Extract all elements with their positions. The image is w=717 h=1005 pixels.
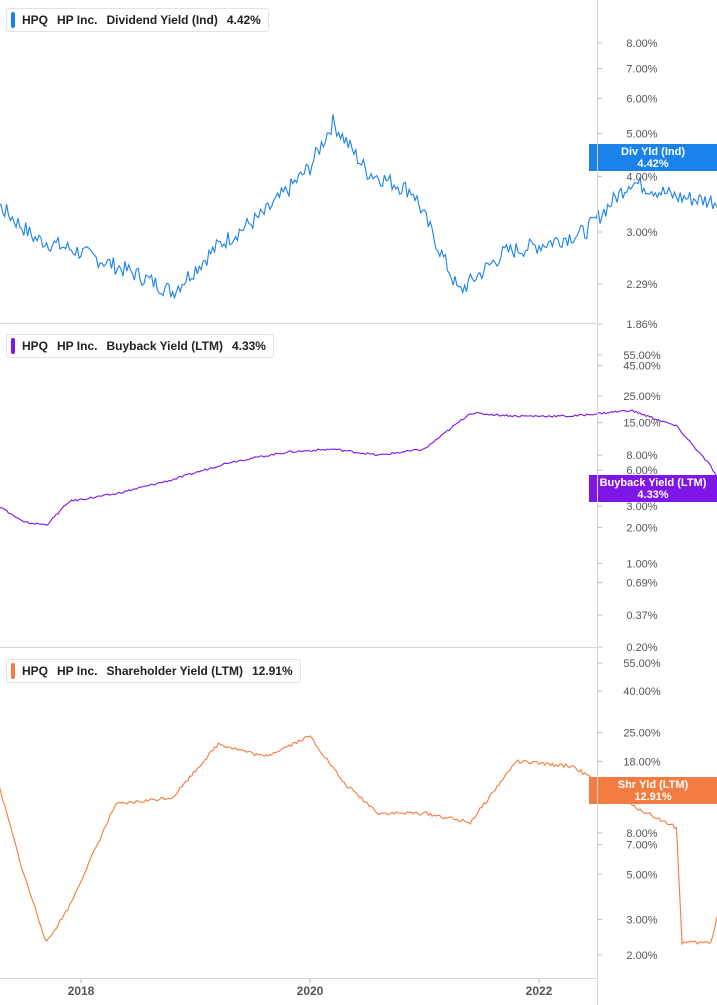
y-tick-label: 3.00%: [626, 501, 657, 513]
y-tick-label: 25.00%: [623, 391, 661, 403]
y-tick-label: 4.00%: [626, 172, 657, 184]
y-tick-label: 7.00%: [626, 840, 657, 852]
y-tick-label: 5.00%: [626, 869, 657, 881]
badge-value: 12.91%: [634, 791, 672, 803]
legend-ticker: HPQ: [22, 339, 49, 353]
y-tick-label: 15.00%: [623, 418, 661, 430]
y-tick-label: 2.00%: [626, 522, 657, 534]
y-tick-label: 5.00%: [626, 129, 657, 141]
badge-label: Buyback Yield (LTM): [600, 477, 707, 489]
y-tick-label: 6.00%: [626, 93, 657, 105]
y-tick-label: 8.00%: [626, 38, 657, 50]
y-tick-label: 1.86%: [626, 319, 657, 331]
legend-metric: Dividend Yield (Ind): [106, 13, 218, 27]
value-badge: [589, 777, 717, 804]
legend-company: HP Inc.: [57, 13, 98, 27]
legend-value: 4.33%: [231, 339, 266, 353]
x-tick-label: 2018: [68, 984, 95, 998]
badge-label: Shr Yld (LTM): [618, 779, 689, 791]
y-tick-label: 0.20%: [626, 642, 657, 654]
y-tick-label: 7.00%: [626, 64, 657, 76]
legend-company: HP Inc.: [57, 339, 98, 353]
legend-company: HP Inc.: [57, 664, 98, 678]
y-tick-label: 3.00%: [626, 914, 657, 926]
y-tick-label: 3.00%: [626, 227, 657, 239]
y-tick-label: 0.69%: [626, 578, 657, 590]
y-tick-label: 25.00%: [623, 727, 661, 739]
legend-ticker: HPQ: [22, 664, 49, 678]
legend-shareholder: HPQ HP Inc. Shareholder Yield (LTM) 12.9…: [6, 659, 301, 683]
value-badge: [589, 144, 717, 171]
y-tick-label: 55.00%: [623, 350, 661, 362]
y-tick-label: 1.00%: [626, 558, 657, 570]
y-tick-label: 8.00%: [626, 828, 657, 840]
legend-swatch: [11, 12, 15, 28]
series-line: [0, 114, 717, 300]
y-axis-line: [597, 0, 598, 1005]
y-tick-label: 18.00%: [623, 756, 661, 768]
series-line: [0, 735, 717, 946]
legend-swatch: [11, 338, 15, 354]
legend-swatch: [11, 663, 15, 679]
y-tick-label: 2.29%: [626, 279, 657, 291]
x-tick-label: 2020: [297, 984, 324, 998]
x-tick-label: 2022: [526, 984, 553, 998]
panel-3: 55.00% 40.00% 25.00% 18.00% 8.00%7.00% 5.00% 3…: [0, 658, 717, 962]
panel-1: 8.00% 7.00% 6.00% 5.00% 4.00% 3.00% 2.29% 1.86%…: [0, 38, 717, 331]
y-tick-label: 8.00%: [626, 450, 657, 462]
value-badge: [589, 475, 717, 502]
y-tick-label: 0.37%: [626, 610, 657, 622]
legend-metric: Shareholder Yield (LTM): [106, 664, 243, 678]
x-axis-line: [0, 978, 597, 979]
panel-separator: [0, 323, 597, 324]
badge-label: Div Yld (Ind): [621, 146, 685, 158]
series-line: [0, 409, 717, 527]
legend-buyback: HPQ HP Inc. Buyback Yield (LTM) 4.33%: [6, 334, 274, 358]
y-tick-label: 6.00%: [626, 465, 657, 477]
panel-2: 55.00%45.00% 25.00% 15.00% 8.00% 6.00% 3.00% 2…: [0, 350, 717, 654]
legend-value: 12.91%: [251, 664, 293, 678]
y-tick-label: 40.00%: [623, 686, 661, 698]
legend-metric: Buyback Yield (LTM): [106, 339, 223, 353]
legend-value: 4.42%: [226, 13, 261, 27]
legend-dividend: HPQ HP Inc. Dividend Yield (Ind) 4.42%: [6, 8, 269, 32]
y-tick-label: 55.00%: [623, 658, 661, 670]
y-tick-label: 2.00%: [626, 950, 657, 962]
badge-value: 4.42%: [637, 158, 668, 170]
panel-separator: [0, 647, 597, 648]
badge-value: 4.33%: [637, 489, 668, 501]
legend-ticker: HPQ: [22, 13, 49, 27]
y-tick-label: 45.00%: [623, 360, 661, 372]
